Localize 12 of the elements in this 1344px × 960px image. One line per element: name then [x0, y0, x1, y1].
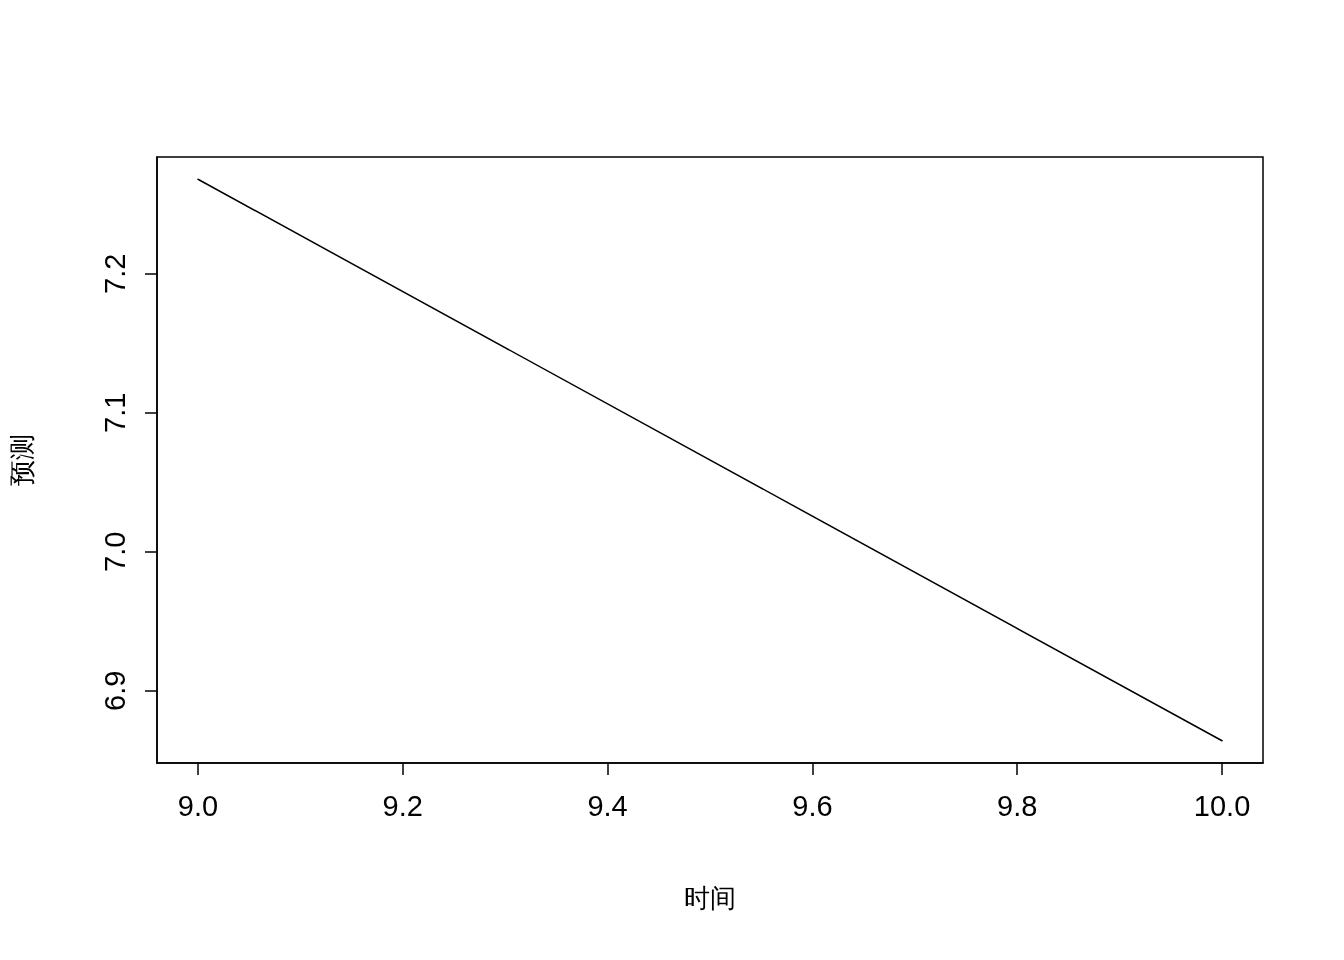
- y-tick-label: 6.9: [98, 670, 131, 711]
- y-tick-label: 7.1: [98, 392, 131, 433]
- x-tick-label: 9.6: [792, 789, 833, 822]
- y-axis-title: 预测: [7, 434, 37, 486]
- x-axis-title: 时间: [684, 883, 736, 913]
- x-tick-label: 9.2: [382, 789, 423, 822]
- x-tick-label: 9.4: [587, 789, 628, 822]
- x-tick-label: 9.8: [997, 789, 1038, 822]
- x-tick-label: 10.0: [1193, 789, 1251, 822]
- y-tick-label: 7.0: [98, 531, 131, 572]
- x-tick-label: 9.0: [177, 789, 219, 822]
- y-tick-label: 7.2: [98, 253, 131, 294]
